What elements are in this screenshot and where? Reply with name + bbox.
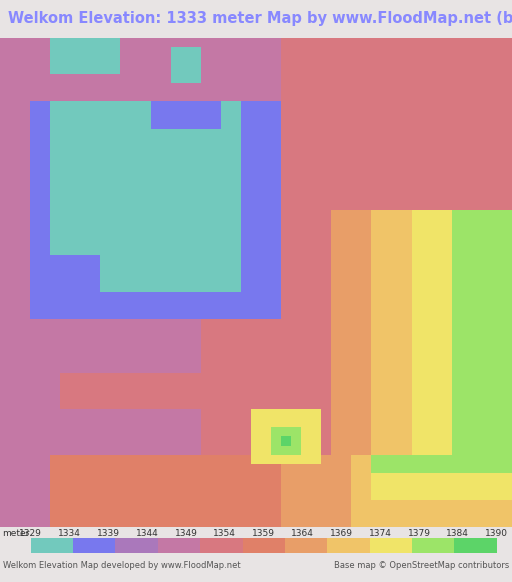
Bar	[370, 538, 412, 553]
Text: Welkom Elevation Map developed by www.FloodMap.net: Welkom Elevation Map developed by www.Fl…	[3, 561, 240, 570]
Bar	[200, 538, 243, 553]
Bar	[412, 538, 454, 553]
Text: Welkom Elevation: 1333 meter Map by www.FloodMap.net (beta): Welkom Elevation: 1333 meter Map by www.…	[8, 12, 512, 26]
Text: 1374: 1374	[369, 530, 392, 538]
Text: 1344: 1344	[136, 530, 159, 538]
Text: 1379: 1379	[408, 530, 431, 538]
Text: 1354: 1354	[214, 530, 237, 538]
Text: 1369: 1369	[330, 530, 353, 538]
Text: 1364: 1364	[291, 530, 314, 538]
Bar	[454, 538, 497, 553]
Text: 1359: 1359	[252, 530, 275, 538]
Bar	[73, 538, 115, 553]
Text: Base map © OpenStreetMap contributors: Base map © OpenStreetMap contributors	[334, 561, 509, 570]
Text: 1384: 1384	[446, 530, 470, 538]
Bar	[115, 538, 158, 553]
Bar	[158, 538, 200, 553]
Text: 1329: 1329	[19, 530, 42, 538]
Bar	[243, 538, 285, 553]
Bar	[327, 538, 370, 553]
Text: meter: meter	[3, 530, 30, 538]
Text: 1349: 1349	[175, 530, 198, 538]
Text: 1390: 1390	[485, 530, 508, 538]
Bar	[285, 538, 327, 553]
Text: 1339: 1339	[97, 530, 120, 538]
Bar	[31, 538, 73, 553]
Text: 1334: 1334	[58, 530, 81, 538]
